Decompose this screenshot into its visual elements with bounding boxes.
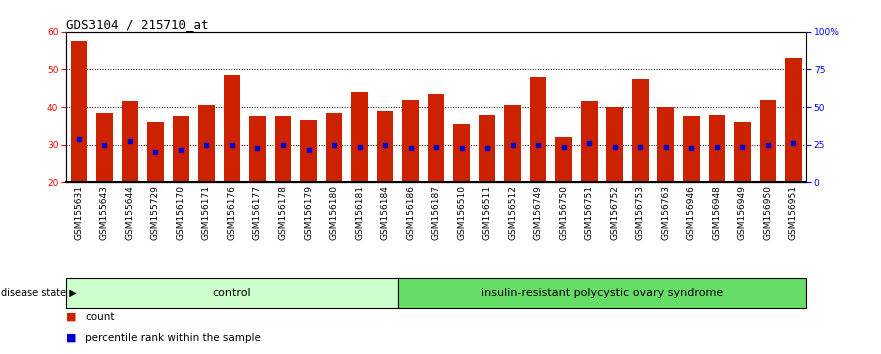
Bar [606, 107, 623, 182]
Bar [275, 116, 292, 182]
Text: GSM156949: GSM156949 [737, 185, 747, 240]
Text: GSM156511: GSM156511 [483, 185, 492, 240]
Bar [66, 278, 398, 308]
Text: GSM156171: GSM156171 [202, 185, 211, 240]
Text: GDS3104 / 215710_at: GDS3104 / 215710_at [66, 18, 209, 31]
Bar [403, 99, 418, 182]
Bar [224, 75, 241, 182]
Text: GSM156177: GSM156177 [253, 185, 262, 240]
Text: GSM156180: GSM156180 [329, 185, 338, 240]
Text: percentile rank within the sample: percentile rank within the sample [85, 333, 262, 343]
Text: GSM156178: GSM156178 [278, 185, 287, 240]
Bar [581, 102, 597, 182]
Bar [479, 115, 495, 182]
Text: GSM156512: GSM156512 [508, 185, 517, 240]
Text: GSM155729: GSM155729 [151, 185, 159, 240]
Text: GSM156170: GSM156170 [176, 185, 185, 240]
Text: disease state ▶: disease state ▶ [1, 288, 77, 298]
Bar [734, 122, 751, 182]
Text: GSM156179: GSM156179 [304, 185, 313, 240]
Text: GSM156186: GSM156186 [406, 185, 415, 240]
Text: ■: ■ [66, 312, 77, 322]
Text: GSM155644: GSM155644 [125, 185, 135, 240]
Bar [454, 124, 470, 182]
Text: GSM156510: GSM156510 [457, 185, 466, 240]
Text: insulin-resistant polycystic ovary syndrome: insulin-resistant polycystic ovary syndr… [481, 288, 723, 298]
Bar [785, 58, 802, 182]
Bar [632, 79, 648, 182]
Bar [398, 278, 806, 308]
Text: GSM155631: GSM155631 [74, 185, 84, 240]
Bar [352, 92, 368, 182]
Bar [173, 116, 189, 182]
Text: GSM156753: GSM156753 [636, 185, 645, 240]
Bar [657, 107, 674, 182]
Text: GSM156751: GSM156751 [585, 185, 594, 240]
Text: GSM156750: GSM156750 [559, 185, 568, 240]
Bar [147, 122, 164, 182]
Text: GSM156951: GSM156951 [788, 185, 798, 240]
Text: count: count [85, 312, 115, 322]
Text: GSM156187: GSM156187 [432, 185, 440, 240]
Bar [683, 116, 700, 182]
Text: GSM156176: GSM156176 [227, 185, 236, 240]
Bar [249, 116, 266, 182]
Text: GSM156948: GSM156948 [713, 185, 722, 240]
Bar [300, 120, 317, 182]
Text: GSM155643: GSM155643 [100, 185, 109, 240]
Text: GSM156184: GSM156184 [381, 185, 389, 240]
Bar [326, 113, 343, 182]
Bar [555, 137, 572, 182]
Text: GSM156752: GSM156752 [611, 185, 619, 240]
Bar [377, 111, 393, 182]
Text: GSM156763: GSM156763 [662, 185, 670, 240]
Text: GSM156749: GSM156749 [534, 185, 543, 240]
Text: GSM156181: GSM156181 [355, 185, 364, 240]
Bar [708, 115, 725, 182]
Bar [759, 99, 776, 182]
Bar [428, 94, 444, 182]
Bar [70, 41, 87, 182]
Text: GSM156946: GSM156946 [687, 185, 696, 240]
Text: GSM156950: GSM156950 [763, 185, 773, 240]
Bar [504, 105, 521, 182]
Text: ■: ■ [66, 333, 77, 343]
Bar [529, 77, 546, 182]
Text: control: control [212, 288, 251, 298]
Bar [198, 105, 215, 182]
Bar [122, 102, 138, 182]
Bar [96, 113, 113, 182]
